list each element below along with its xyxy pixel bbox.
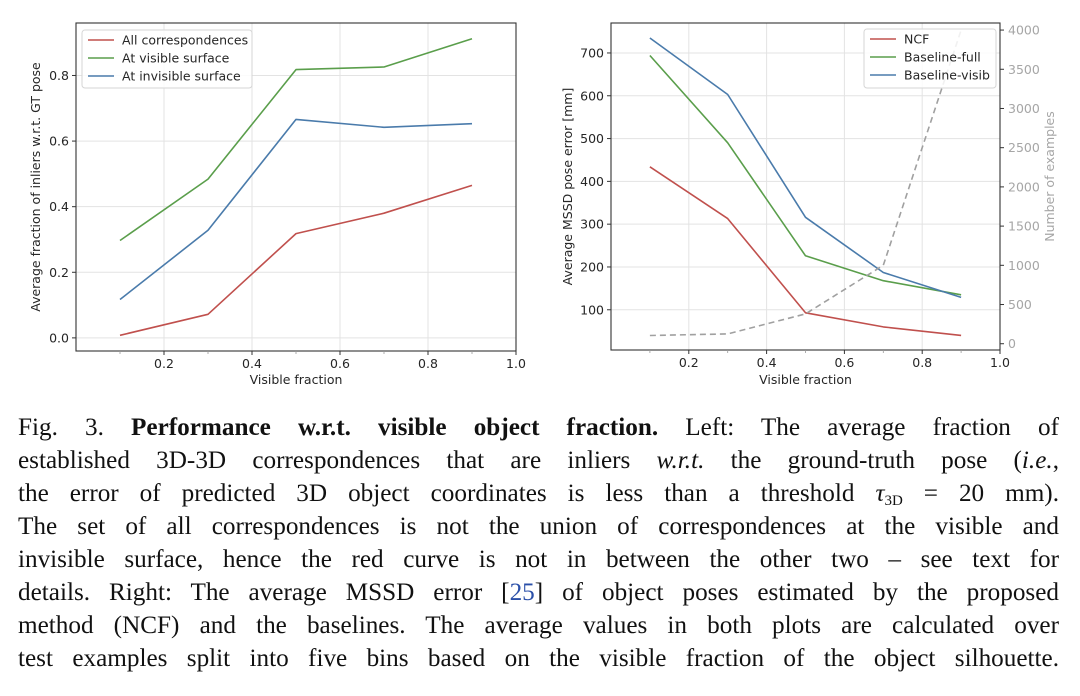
y-tick-label: 600 [580, 88, 604, 103]
x-tick-label: 0.8 [912, 355, 932, 370]
legend-label-ncf: NCF [904, 32, 929, 47]
y-axis-label: Average fraction of inliers w.r.t. GT po… [28, 62, 43, 312]
x-tick-label: 1.0 [990, 355, 1010, 370]
y-tick-label: 500 [580, 131, 604, 146]
legend: NCF Baseline-full Baseline-visib [863, 28, 997, 89]
series-line-number-of-examples [649, 29, 962, 337]
legend-label-baseline-visib: Baseline-visib [904, 68, 990, 83]
caption-text: [ [501, 579, 510, 606]
legend-label-baseline-full: Baseline-full [904, 50, 981, 65]
y-tick-label: 200 [580, 259, 604, 274]
y2-tick-label: 3000 [1008, 101, 1040, 116]
caption-text: Left: The average fraction of [658, 414, 1059, 441]
caption-text: the error of predicted 3D object coordin… [18, 480, 876, 507]
caption-text: established 3D-3D correspondences that a… [18, 447, 657, 474]
y-tick-label: 300 [580, 217, 604, 232]
right-chart: 0.2 0.4 0.6 0.8 1.0 Visible fraction 100 200 300… [560, 22, 1057, 387]
series-line-ncf [649, 166, 962, 337]
x-tick-label: 0.6 [330, 356, 350, 371]
y-tick-label: 0.4 [49, 199, 69, 214]
x-axis-label: Visible fraction [759, 372, 852, 387]
x-axis: 0.2 0.4 0.6 0.8 1.0 Visible fraction [119, 351, 526, 387]
y-tick-label: 0.0 [49, 330, 69, 345]
legend-label-at-invisible-surface: At invisible surface [122, 69, 241, 84]
series-group [649, 29, 962, 337]
caption-text: of object poses estimated by the propose… [543, 579, 1059, 606]
caption-italic: i.e. [1021, 447, 1053, 474]
series-line-baseline-visib [649, 37, 962, 299]
caption-text: ] [534, 579, 544, 606]
caption-line: method (NCF) and the baselines. The aver… [18, 609, 1059, 642]
series-line-at-visible-surface [119, 37, 473, 242]
caption-text: method (NCF) and the baselines. The aver… [18, 612, 1059, 639]
x-tick-label: 0.2 [154, 356, 174, 371]
x-tick-label: 1.0 [506, 356, 526, 371]
x-axis: 0.2 0.4 0.6 0.8 1.0 Visible fraction [649, 350, 1010, 387]
y2-tick-label: 2500 [1008, 140, 1040, 155]
caption-text: , [1052, 447, 1059, 474]
y-axis-label: Average MSSD pose error [mm] [560, 88, 575, 286]
caption-text: details. Right: The average MSSD error [18, 579, 502, 606]
legend-label-all-correspondences: All correspondences [122, 33, 248, 48]
caption-line: details. Right: The average MSSD error [… [18, 576, 1059, 609]
caption-text: test examples split into five bins based… [18, 645, 1059, 672]
y-tick-label: 0.2 [49, 265, 69, 280]
x-tick-label: 0.4 [757, 355, 777, 370]
caption-line: Fig. 3. Performance w.r.t. visible objec… [18, 411, 1059, 444]
y2-tick-label: 1500 [1008, 219, 1040, 234]
y2-tick-label: 4000 [1008, 23, 1040, 38]
figure: 0.2 0.4 0.6 0.8 1.0 Visible fraction 0.0 0.2 0.4… [28, 22, 1057, 387]
legend-label-at-visible-surface: At visible surface [122, 51, 230, 66]
x-tick-label: 0.8 [418, 356, 438, 371]
y-tick-label: 0.8 [49, 68, 69, 83]
y-tick-label: 0.6 [49, 134, 69, 149]
caption-text: The set of all correspondences is not th… [18, 513, 1059, 540]
caption-subscript: 3D [884, 493, 903, 509]
series-line-all-correspondences [119, 184, 473, 337]
caption-line: invisible surface, hence the red curve i… [18, 543, 1059, 576]
caption-italic: τ [875, 480, 885, 507]
legend: All correspondences At visible surface At … [81, 29, 253, 89]
caption-text: the ground-truth pose ( [704, 447, 1022, 474]
x-tick-label: 0.4 [242, 356, 262, 371]
caption-line: test examples split into five bins based… [18, 642, 1059, 675]
series-line-baseline-full [649, 54, 962, 296]
series-line-at-invisible-surface [119, 118, 473, 301]
legend-box [81, 29, 253, 89]
y-axis: 0.0 0.2 0.4 0.6 0.8 Average fraction of inlie… [28, 62, 76, 345]
y2-tick-label: 2000 [1008, 179, 1040, 194]
caption-italic: w.r.t. [656, 447, 705, 474]
y2-tick-label: 1000 [1008, 258, 1040, 273]
citation-link[interactable]: 25 [509, 579, 535, 606]
left-chart: 0.2 0.4 0.6 0.8 1.0 Visible fraction 0.0 0.2 0.4… [28, 22, 526, 387]
y-tick-label: 700 [580, 45, 604, 60]
caption-line: The set of all correspondences is not th… [18, 510, 1059, 543]
caption-text: = 20 mm). [902, 480, 1059, 507]
x-tick-label: 0.2 [679, 355, 699, 370]
x-axis-label: Visible fraction [250, 372, 343, 387]
y-tick-label: 100 [580, 302, 604, 317]
caption-title: Performance w.r.t. visible object fracti… [131, 414, 659, 441]
y2-tick-label: 0 [1008, 336, 1016, 351]
y-tick-label: 400 [580, 174, 604, 189]
y2-axis-label: Number of examples [1042, 111, 1057, 242]
figure-caption: Fig. 3. Performance w.r.t. visible objec… [18, 411, 1059, 675]
legend-box [863, 28, 997, 89]
caption-line: established 3D-3D correspondences that a… [18, 444, 1059, 477]
series-group [119, 37, 473, 337]
y2-axis: 0 500 1000 1500 2000 2500 3000 3500 4000 Number o… [1000, 23, 1057, 351]
y2-tick-label: 3500 [1008, 62, 1040, 77]
caption-line: the error of predicted 3D object coordin… [18, 477, 1059, 510]
x-tick-label: 0.6 [834, 355, 854, 370]
y2-tick-label: 500 [1008, 297, 1032, 312]
grid [611, 23, 1001, 350]
caption-text: Fig. 3. [18, 414, 132, 441]
caption-text: invisible surface, hence the red curve i… [18, 546, 1059, 573]
y-axis: 100 200 300 400 500 600 700 Average MSSD pose e… [560, 45, 611, 317]
